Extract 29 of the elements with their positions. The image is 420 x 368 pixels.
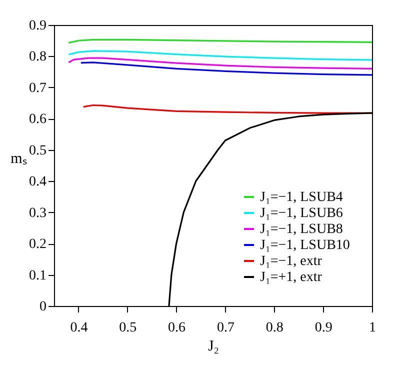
legend-label: J₁=−1, LSUB4 (260, 190, 343, 205)
x-axis-title: J₂ (208, 338, 220, 354)
x-tick-label: 0.8 (266, 320, 284, 336)
x-tick-label: 0.7 (216, 320, 234, 336)
x-tick-label: 0.5 (119, 320, 137, 336)
legend-label: J₁=−1, LSUB10 (260, 238, 350, 253)
y-tick-label: 0.1 (29, 268, 46, 284)
y-tick-label: 0.8 (29, 50, 46, 65)
y-tick-label: 0.4 (29, 174, 46, 190)
y-tick-label: 0.3 (29, 206, 46, 221)
y-tick-label: 0.5 (29, 143, 46, 158)
x-tick-label: 0.4 (70, 320, 88, 336)
legend-label: J₁=+1, extr (260, 270, 322, 285)
y-tick-label: 0.9 (29, 18, 46, 34)
legend-label: J₁=−1, LSUB8 (260, 222, 343, 237)
x-tick-label: 0.6 (168, 320, 186, 336)
y-axis-title: mₛ (10, 151, 28, 167)
x-tick-label: 1 (369, 320, 376, 336)
y-tick-label: 0.6 (29, 112, 46, 128)
y-tick-label: 0.7 (29, 80, 46, 96)
y-tick-label: 0 (40, 300, 46, 314)
line-series (80, 62, 373, 76)
legend-label: J₁=−1, LSUB6 (260, 206, 343, 221)
legend-label: J₁=−1, extr (260, 254, 322, 269)
line-series (68, 57, 373, 70)
x-tick-label: 0.9 (314, 320, 332, 336)
line-series (68, 50, 373, 61)
line-series (82, 104, 373, 114)
y-tick-label: 0.2 (29, 237, 46, 252)
